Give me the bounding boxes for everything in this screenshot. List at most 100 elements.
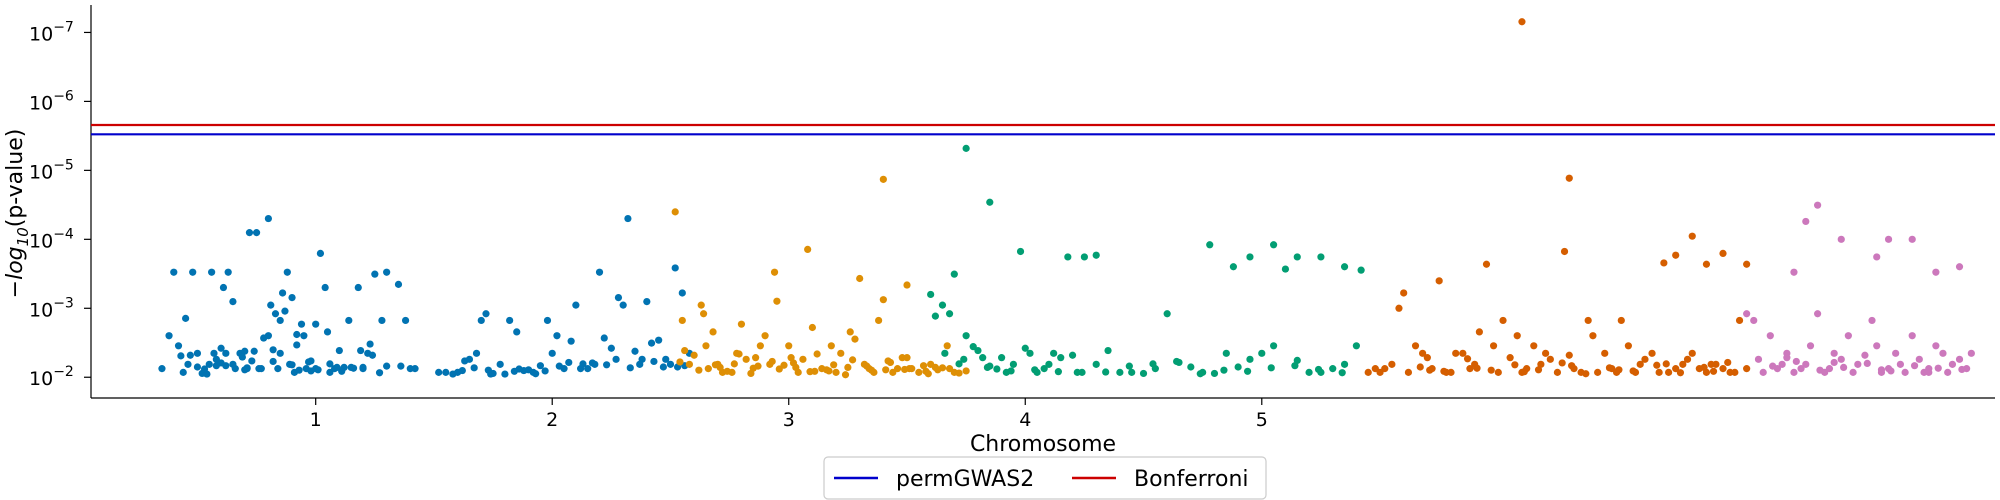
data-point xyxy=(1542,349,1550,357)
data-point xyxy=(1702,260,1711,268)
data-point xyxy=(1459,349,1467,357)
data-point xyxy=(643,297,651,306)
data-point xyxy=(584,365,592,373)
data-point xyxy=(1092,360,1100,368)
data-point xyxy=(338,367,346,375)
data-point xyxy=(1128,368,1136,376)
data-point xyxy=(269,357,277,366)
data-point xyxy=(541,367,549,375)
data-point xyxy=(1769,362,1777,370)
data-point xyxy=(1558,359,1566,367)
data-point xyxy=(1293,253,1301,261)
data-point xyxy=(1790,268,1798,276)
data-point xyxy=(1837,235,1845,243)
data-point xyxy=(962,144,970,152)
data-point xyxy=(1724,358,1732,367)
data-point xyxy=(1466,365,1474,373)
data-point xyxy=(323,328,332,336)
data-point xyxy=(650,357,658,366)
data-point xyxy=(335,346,343,355)
data-point xyxy=(394,280,403,288)
data-point xyxy=(1187,363,1195,371)
data-point xyxy=(314,366,322,374)
data-point xyxy=(378,316,386,325)
y-axis-label-base: 10 xyxy=(14,227,32,246)
data-point xyxy=(600,334,608,342)
data-point xyxy=(1050,349,1058,357)
data-point xyxy=(1520,368,1528,376)
data-point xyxy=(1676,369,1685,377)
data-point xyxy=(1624,342,1632,350)
data-point xyxy=(998,354,1006,362)
data-point xyxy=(1648,349,1656,357)
y-tick-label: 10−3 xyxy=(29,295,74,321)
data-point xyxy=(1908,332,1916,340)
data-point xyxy=(1750,316,1758,325)
data-point xyxy=(950,270,958,278)
y-tick-label: 10−4 xyxy=(29,226,74,252)
data-point xyxy=(506,316,514,325)
data-point xyxy=(1222,349,1230,357)
data-point xyxy=(678,316,686,325)
data-point xyxy=(1854,360,1862,368)
data-point xyxy=(1267,364,1275,372)
data-point xyxy=(1932,268,1940,276)
data-point xyxy=(1031,366,1039,374)
data-point xyxy=(666,360,675,368)
data-point xyxy=(177,352,185,360)
data-point xyxy=(1064,253,1072,261)
data-point xyxy=(1934,364,1942,372)
data-point xyxy=(1665,368,1673,376)
data-point xyxy=(184,360,192,368)
data-point xyxy=(1908,235,1916,243)
data-point xyxy=(349,364,358,372)
y-tick-label: 10−6 xyxy=(29,88,74,114)
data-point xyxy=(1291,362,1299,370)
data-point xyxy=(458,366,466,375)
data-point xyxy=(1565,351,1573,359)
data-point xyxy=(1246,253,1254,261)
data-point xyxy=(1040,365,1048,373)
data-point xyxy=(1404,368,1413,376)
data-point xyxy=(671,208,679,216)
data-point xyxy=(1584,316,1592,325)
data-point xyxy=(1915,355,1923,363)
data-point xyxy=(1683,355,1692,363)
data-point xyxy=(401,316,410,325)
data-point xyxy=(435,368,443,376)
x-tick-label: 2 xyxy=(546,409,558,431)
data-point xyxy=(264,332,272,340)
data-point xyxy=(1688,232,1696,240)
data-point xyxy=(1489,342,1498,350)
data-point xyxy=(1892,349,1900,357)
y-axis-label-log: log xyxy=(3,246,28,280)
data-point xyxy=(1206,241,1214,249)
data-point xyxy=(182,314,190,322)
data-point xyxy=(510,367,518,375)
data-point xyxy=(1712,360,1720,368)
data-point xyxy=(1210,369,1219,378)
data-point xyxy=(962,367,970,375)
data-point xyxy=(1530,342,1538,350)
data-point xyxy=(742,355,750,363)
data-point xyxy=(1021,344,1029,352)
data-point xyxy=(1790,368,1798,376)
data-point xyxy=(1802,217,1810,226)
data-point xyxy=(477,316,485,325)
data-point xyxy=(229,360,237,368)
data-point xyxy=(588,359,597,367)
data-point xyxy=(662,355,670,363)
data-point xyxy=(1910,362,1919,370)
data-point xyxy=(470,364,478,372)
data-point xyxy=(219,283,228,292)
data-point xyxy=(614,293,623,302)
data-point xyxy=(1092,251,1100,259)
data-point xyxy=(293,330,301,339)
data-point xyxy=(1080,253,1088,261)
y-axis-label-suffix: (p-value) xyxy=(3,129,28,228)
data-point xyxy=(482,310,490,318)
data-point xyxy=(619,301,627,309)
data-point xyxy=(1814,201,1822,209)
data-point xyxy=(250,347,258,355)
data-point xyxy=(371,270,379,278)
